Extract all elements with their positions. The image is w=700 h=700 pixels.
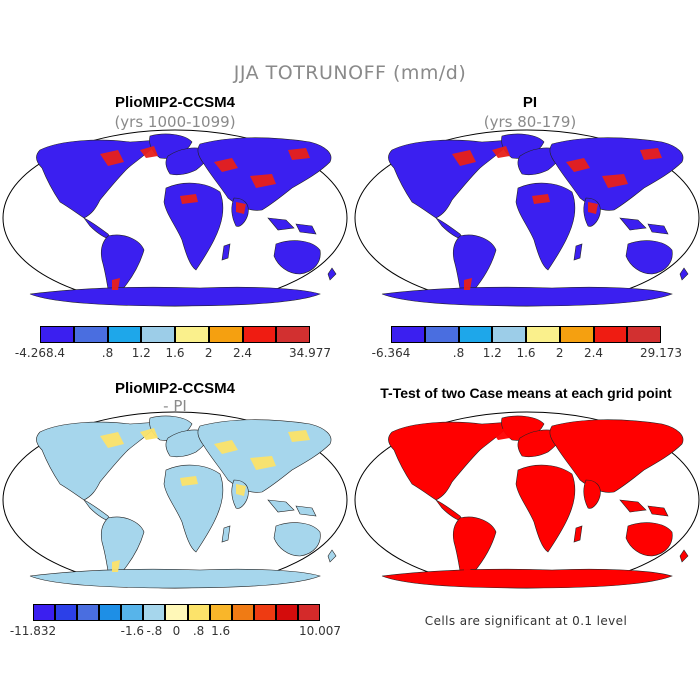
colorbar-3-swatch <box>209 604 232 621</box>
colorbar-2-swatch <box>391 326 425 343</box>
colorbar-3-swatch <box>275 604 298 621</box>
colorbar-2-swatch <box>593 326 628 343</box>
colorbar-1-swatch <box>276 326 310 343</box>
colorbar-1-swatch <box>175 326 209 343</box>
colorbar-3-swatch <box>55 604 78 621</box>
panel3-subtitle: - PI <box>163 397 187 415</box>
colorbar-1-tick: 2.4 <box>232 346 253 360</box>
colorbar-1-tick: 34.977 <box>289 346 331 360</box>
colorbar-2-tick: 1.2 <box>482 346 502 360</box>
panel1-map <box>2 129 348 307</box>
panel2-world <box>354 129 700 307</box>
colorbar-2-tick: 2.4 <box>583 346 604 360</box>
panel1-subtitle: (yrs 1000-1099) <box>114 113 236 131</box>
panel2-title: PI <box>522 94 538 111</box>
colorbar-2-tick: 1.6 <box>516 346 536 360</box>
colorbar-1-ticks: -4.268.4 .8 1.2 1.6 2 2.4 34.977 <box>0 346 350 362</box>
colorbar-2-swatch <box>424 326 459 343</box>
colorbar-3-swatch <box>77 604 100 621</box>
colorbar-3-swatch <box>143 604 166 621</box>
colorbar-3-tick: -1.6 <box>120 624 145 638</box>
colorbar-3-swatch <box>297 604 320 621</box>
colorbar-2-tick: 29.173 <box>640 346 682 360</box>
colorbar-1-swatch <box>40 326 74 343</box>
colorbar-3-swatch <box>99 604 122 621</box>
colorbar-1-swatch <box>208 326 243 343</box>
colorbar-1-tick: .8 <box>101 346 114 360</box>
colorbar-3-tick: .8 <box>192 624 205 638</box>
colorbar-1-tick: 1.2 <box>131 346 151 360</box>
colorbar-2-swatch <box>526 326 560 343</box>
colorbar-1-tick: 2 <box>204 346 213 360</box>
panel4-title: T-Test of two Case means at each grid po… <box>380 385 672 401</box>
panel4-world <box>354 411 700 589</box>
colorbar-2-swatch <box>492 326 526 343</box>
colorbar-1-swatch <box>242 326 277 343</box>
colorbar-2 <box>391 326 661 343</box>
panel1-title: PlioMIP2-CCSM4 <box>114 94 235 111</box>
colorbar-3-swatch <box>121 604 144 621</box>
colorbar-1-tick: 1.6 <box>165 346 185 360</box>
panel1-world <box>2 129 348 307</box>
colorbar-1-tick: -4.268.4 <box>14 346 66 360</box>
significance-note: Cells are significant at 0.1 level <box>424 614 628 628</box>
panel4-map <box>354 411 700 589</box>
colorbar-2-swatch <box>458 326 493 343</box>
colorbar-3-tick: 0 <box>172 624 181 638</box>
colorbar-1 <box>40 326 310 343</box>
colorbar-3-swatch <box>253 604 276 621</box>
panel3-title: PlioMIP2-CCSM4 <box>114 380 235 397</box>
colorbar-2-tick: -6.364 <box>371 346 411 360</box>
colorbar-2-swatch <box>559 326 594 343</box>
colorbar-3-tick: -.8 <box>146 624 163 638</box>
panel3-world <box>2 411 348 589</box>
panel2-subtitle: (yrs 80-179) <box>483 113 577 131</box>
colorbar-3-swatch <box>187 604 210 621</box>
colorbar-1-swatch <box>141 326 175 343</box>
colorbar-3-swatch <box>231 604 254 621</box>
colorbar-2-tick: .8 <box>452 346 465 360</box>
colorbar-2-tick: 2 <box>555 346 564 360</box>
colorbar-1-swatch <box>73 326 108 343</box>
colorbar-2-swatch <box>627 326 661 343</box>
panel2-map <box>354 129 700 307</box>
colorbar-3-tick: 1.6 <box>211 624 231 638</box>
figure-title: JJA TOTRUNOFF (mm/d) <box>233 62 467 84</box>
colorbar-3-tick: -11.832 <box>9 624 57 638</box>
colorbar-3-ticks: -11.832 -1.6 -.8 0 .8 1.6 10.007 <box>0 624 350 640</box>
colorbar-3-tick: 10.007 <box>299 624 341 638</box>
colorbar-2-ticks: -6.364 .8 1.2 1.6 2 2.4 29.173 <box>351 346 700 362</box>
colorbar-3 <box>33 604 320 621</box>
colorbar-3-swatch <box>165 604 188 621</box>
panel3-map <box>2 411 348 589</box>
colorbar-3-swatch <box>33 604 56 621</box>
colorbar-1-swatch <box>107 326 142 343</box>
